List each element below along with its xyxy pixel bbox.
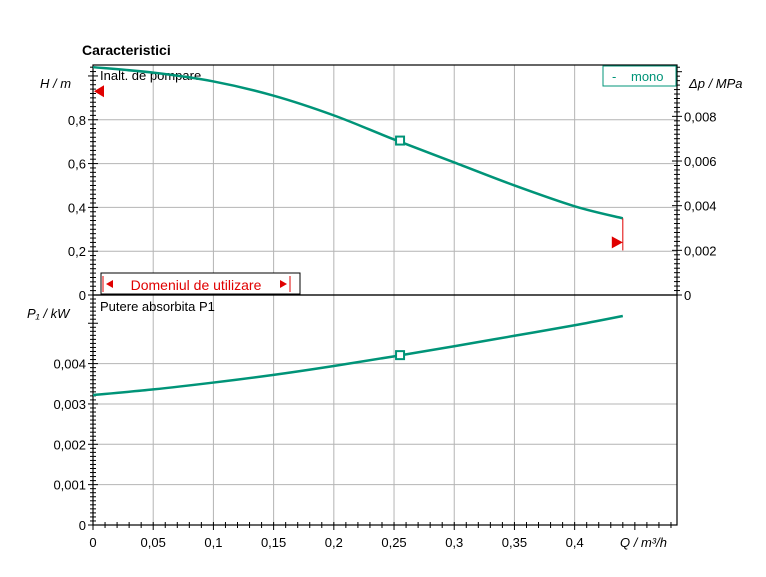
legend-prefix: - [612, 69, 616, 84]
tick-label-x: 0,1 [204, 535, 222, 550]
annotations: Domeniul de utilizare -mono [94, 65, 677, 295]
tick-label-y-bottom: 0,004 [53, 357, 86, 372]
right-limit-marker [611, 236, 623, 249]
range-arrow-right [280, 280, 287, 288]
tick-label-y-right: 0,002 [684, 243, 717, 258]
axis-label-x: Q / m³/h [620, 535, 667, 550]
tick-label-y-top: 0,6 [68, 157, 86, 172]
panel-label-top: Inalt. de pompare [100, 68, 201, 83]
chart-title: Caracteristici [82, 42, 171, 58]
tick-label-y-bottom: 0 [79, 518, 86, 533]
tick-label-y-right: 0,004 [684, 199, 717, 214]
tick-label-x: 0,2 [325, 535, 343, 550]
legend-entry-mono: mono [631, 69, 664, 84]
tick-label-x: 0,25 [381, 535, 406, 550]
range-arrow-left [106, 280, 113, 288]
tick-label-y-top: 0,2 [68, 244, 86, 259]
tick-label-y-top: 0,4 [68, 200, 86, 215]
tick-label-y-right: 0,006 [684, 154, 717, 169]
head-curve [92, 65, 624, 220]
axis-label-y-bottom: P₁ / kW [27, 306, 71, 321]
axis-label-y-top: H / m [40, 76, 71, 91]
tick-label-y-right: 0,008 [684, 109, 717, 124]
tick-label-x: 0,4 [566, 535, 584, 550]
bottom-panel-frame [92, 294, 678, 526]
tick-label-x: 0,35 [502, 535, 527, 550]
axes: 0 0,2 0,4 0,6 0,8 0 0,002 0,004 0,006 0,008 0 0,001… [27, 64, 743, 550]
range-label: Domeniul de utilizare [131, 277, 262, 293]
legend-box [602, 65, 677, 87]
operating-range-box [100, 272, 301, 295]
tick-label-x: 0,15 [261, 535, 286, 550]
left-limit-marker [94, 85, 104, 98]
tick-label-y-right: 0 [684, 288, 691, 303]
tick-label-x: 0,3 [445, 535, 463, 550]
panel-label-bottom: Putere absorbita P1 [100, 299, 215, 314]
tick-label-y-bottom: 0,003 [53, 397, 86, 412]
tick-label-y-top: 0 [79, 288, 86, 303]
operating-point-top [395, 135, 406, 146]
axis-label-y-right: Δp / MPa [688, 76, 743, 91]
top-panel-frame [92, 64, 678, 296]
power-curve [92, 314, 624, 397]
tick-label-y-bottom: 0,001 [53, 478, 86, 493]
tick-label-y-bottom: 0,002 [53, 437, 86, 452]
tick-label-x: 0 [89, 535, 96, 550]
curves [92, 65, 624, 397]
operating-point-bottom [395, 350, 406, 361]
tick-label-y-top: 0,8 [68, 113, 86, 128]
tick-label-x: 0,05 [141, 535, 166, 550]
